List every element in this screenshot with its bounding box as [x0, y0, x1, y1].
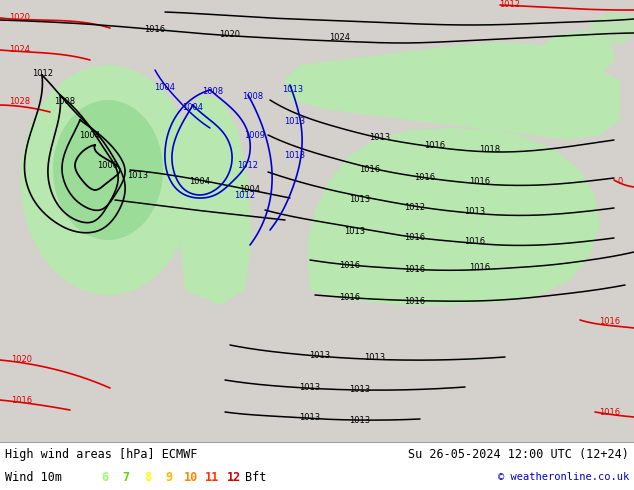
- Text: Wind 10m: Wind 10m: [5, 470, 62, 484]
- Text: 7: 7: [122, 470, 130, 484]
- Text: 11: 11: [205, 470, 219, 484]
- Text: 1012: 1012: [32, 70, 53, 78]
- Polygon shape: [178, 95, 252, 305]
- Polygon shape: [590, 12, 634, 45]
- Polygon shape: [538, 30, 615, 80]
- Text: Bft: Bft: [245, 470, 266, 484]
- Text: Su 26-05-2024 12:00 UTC (12+24): Su 26-05-2024 12:00 UTC (12+24): [408, 448, 629, 462]
- Text: 1012: 1012: [500, 0, 521, 9]
- Text: 1020: 1020: [11, 356, 32, 365]
- Text: 1016: 1016: [359, 166, 380, 174]
- Text: 1020: 1020: [219, 30, 240, 40]
- Polygon shape: [308, 128, 600, 305]
- Text: 1016: 1016: [465, 238, 486, 246]
- Ellipse shape: [53, 100, 163, 240]
- Text: 12: 12: [227, 470, 241, 484]
- Text: 1016: 1016: [599, 318, 621, 326]
- Text: 1013: 1013: [370, 133, 391, 143]
- Polygon shape: [285, 42, 620, 140]
- Text: 6: 6: [101, 470, 108, 484]
- Text: 1012: 1012: [235, 191, 256, 199]
- Text: 1016: 1016: [469, 177, 491, 187]
- Text: 1016: 1016: [404, 296, 425, 305]
- Text: 1009: 1009: [245, 130, 266, 140]
- Text: 1013: 1013: [465, 207, 486, 217]
- Ellipse shape: [20, 65, 195, 295]
- Text: 1016: 1016: [424, 141, 446, 149]
- Text: 1004: 1004: [240, 186, 261, 195]
- Text: 1012: 1012: [404, 202, 425, 212]
- Text: 1016: 1016: [339, 261, 361, 270]
- Text: 1008: 1008: [242, 93, 264, 101]
- Text: 1016: 1016: [599, 408, 621, 416]
- Text: 1000: 1000: [98, 161, 119, 170]
- Text: 1020: 1020: [10, 14, 30, 23]
- Text: 1016: 1016: [11, 395, 32, 405]
- Text: 1013: 1013: [282, 85, 304, 95]
- Text: 1013: 1013: [349, 196, 370, 204]
- Text: © weatheronline.co.uk: © weatheronline.co.uk: [498, 472, 629, 482]
- Text: 9: 9: [165, 470, 173, 484]
- Bar: [0, 442, 634, 490]
- Text: 1018: 1018: [479, 146, 501, 154]
- Text: 1004: 1004: [79, 130, 101, 140]
- Text: 1008: 1008: [202, 88, 224, 97]
- Text: 1016: 1016: [404, 266, 425, 274]
- Text: 0: 0: [618, 177, 623, 187]
- Text: 1028: 1028: [10, 98, 30, 106]
- Text: 1013: 1013: [349, 416, 370, 424]
- Text: 1016: 1016: [415, 172, 436, 181]
- Text: 1012: 1012: [238, 161, 259, 170]
- Text: 1008: 1008: [55, 98, 75, 106]
- Text: 1024: 1024: [330, 33, 351, 43]
- Text: 8: 8: [144, 470, 152, 484]
- Text: 1013: 1013: [349, 385, 370, 393]
- Text: 1004: 1004: [190, 177, 210, 187]
- Text: 1004: 1004: [155, 83, 176, 93]
- Text: High wind areas [hPa] ECMWF: High wind areas [hPa] ECMWF: [5, 448, 197, 462]
- Text: 1024: 1024: [10, 46, 30, 54]
- Text: 1016: 1016: [339, 294, 361, 302]
- Text: 1004: 1004: [183, 103, 204, 113]
- Text: 1013: 1013: [299, 413, 321, 421]
- Text: 1013: 1013: [309, 350, 330, 360]
- Text: 1013: 1013: [127, 171, 148, 179]
- Text: 1016: 1016: [145, 25, 165, 34]
- Text: 1013: 1013: [365, 352, 385, 362]
- Text: 10: 10: [184, 470, 198, 484]
- Text: 1013: 1013: [344, 227, 366, 237]
- Text: 1013: 1013: [285, 150, 306, 160]
- Text: 1016: 1016: [404, 234, 425, 243]
- Text: 1013: 1013: [285, 118, 306, 126]
- Text: 1013: 1013: [299, 383, 321, 392]
- Text: 1016: 1016: [469, 264, 491, 272]
